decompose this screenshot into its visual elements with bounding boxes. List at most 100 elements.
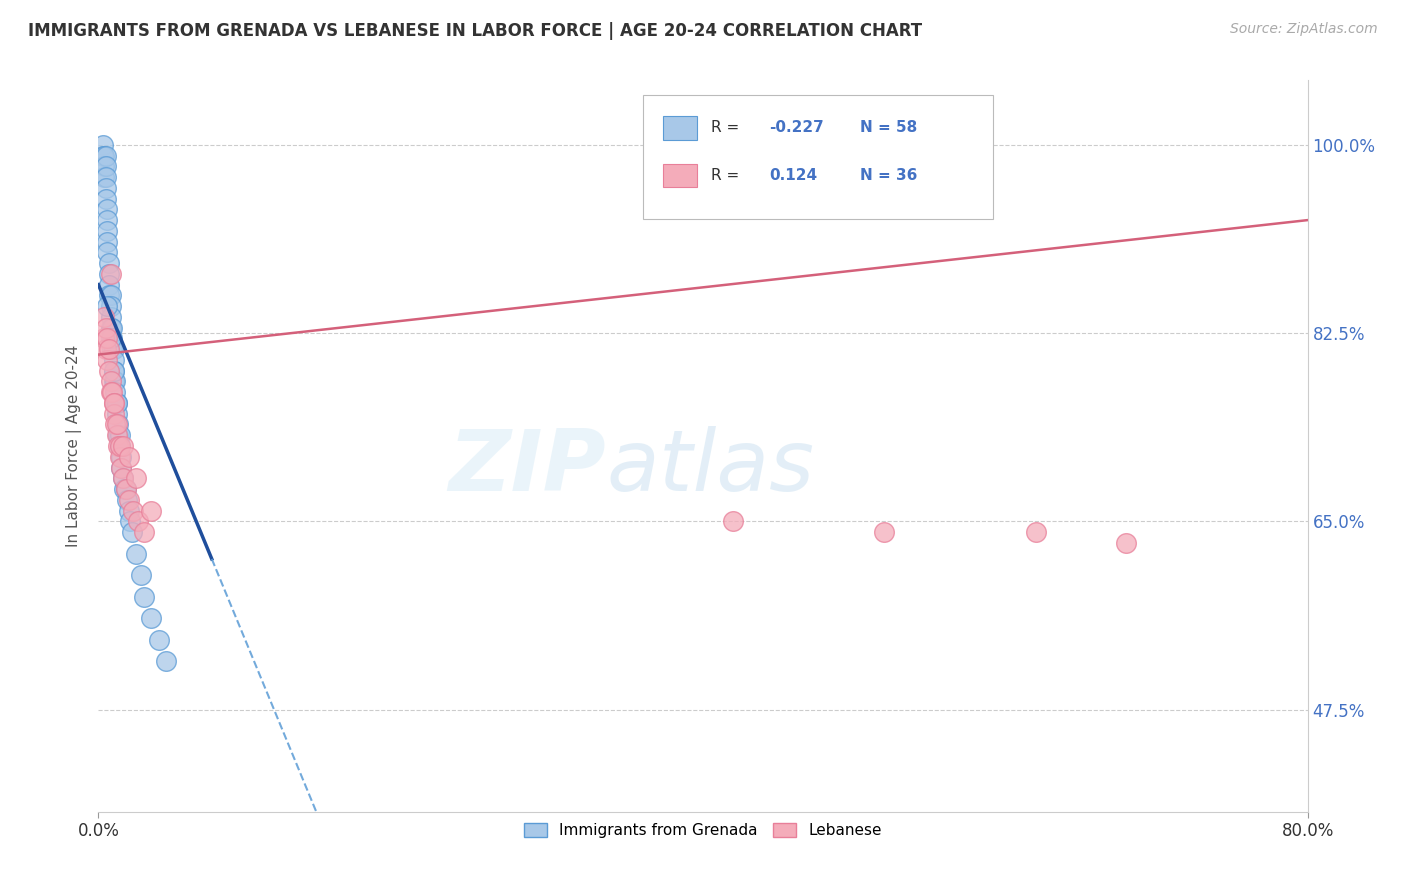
Point: [118, 450, 141, 464]
Point: [98, 288, 121, 302]
Point: [93, 310, 115, 324]
FancyBboxPatch shape: [643, 95, 993, 219]
Point: [94, 148, 117, 162]
Text: R =: R =: [711, 120, 745, 136]
Point: [103, 364, 125, 378]
Point: [104, 417, 127, 432]
Point: [98, 342, 121, 356]
Point: [155, 654, 177, 668]
Point: [107, 417, 129, 432]
Point: [101, 331, 124, 345]
Point: [94, 159, 117, 173]
Point: [96, 299, 118, 313]
Point: [98, 267, 121, 281]
Point: [110, 460, 132, 475]
Point: [118, 503, 141, 517]
Point: [104, 385, 127, 400]
Point: [93, 148, 115, 162]
Point: [100, 385, 122, 400]
Point: [101, 385, 124, 400]
Text: 0.124: 0.124: [769, 168, 818, 183]
Point: [111, 439, 134, 453]
Point: [104, 396, 127, 410]
Point: [103, 396, 125, 410]
Point: [127, 514, 149, 528]
Point: [104, 375, 127, 389]
Point: [94, 320, 117, 334]
Y-axis label: In Labor Force | Age 20-24: In Labor Force | Age 20-24: [66, 345, 83, 547]
Point: [105, 407, 128, 421]
Text: N = 58: N = 58: [860, 120, 918, 136]
Point: [96, 202, 118, 217]
Point: [110, 450, 132, 464]
Point: [105, 428, 128, 442]
Point: [100, 320, 122, 334]
Text: atlas: atlas: [606, 426, 814, 509]
Point: [100, 288, 122, 302]
Point: [94, 170, 117, 185]
Point: [96, 213, 118, 227]
Point: [91, 137, 114, 152]
Text: R =: R =: [711, 168, 749, 183]
Point: [125, 471, 148, 485]
Point: [132, 524, 155, 539]
Point: [101, 320, 124, 334]
Point: [108, 428, 131, 442]
Text: IMMIGRANTS FROM GRENADA VS LEBANESE IN LABOR FORCE | AGE 20-24 CORRELATION CHART: IMMIGRANTS FROM GRENADA VS LEBANESE IN L…: [28, 22, 922, 40]
Point: [98, 256, 121, 270]
Point: [118, 492, 141, 507]
Point: [103, 364, 125, 378]
Point: [105, 396, 128, 410]
Point: [132, 590, 155, 604]
Point: [125, 547, 148, 561]
Point: [108, 439, 131, 453]
Point: [121, 524, 143, 539]
Text: -0.227: -0.227: [769, 120, 824, 136]
Point: [96, 353, 118, 368]
Point: [110, 460, 132, 475]
Point: [103, 353, 125, 368]
Text: N = 36: N = 36: [860, 168, 918, 183]
Point: [100, 310, 122, 324]
Point: [103, 375, 125, 389]
Point: [100, 299, 122, 313]
Bar: [664, 163, 697, 187]
Point: [105, 396, 128, 410]
Point: [141, 611, 163, 625]
Point: [103, 342, 125, 356]
Point: [114, 482, 136, 496]
Point: [93, 331, 115, 345]
Point: [120, 514, 142, 528]
Point: [115, 492, 138, 507]
Point: [107, 439, 129, 453]
Point: [98, 364, 121, 378]
Point: [100, 331, 122, 345]
Point: [94, 192, 117, 206]
Text: ZIP: ZIP: [449, 426, 606, 509]
Point: [100, 375, 122, 389]
Point: [101, 342, 124, 356]
Point: [108, 450, 131, 464]
Point: [100, 267, 122, 281]
Point: [112, 482, 135, 496]
Point: [94, 181, 117, 195]
Point: [103, 396, 125, 410]
Point: [111, 471, 134, 485]
Point: [96, 245, 118, 260]
Point: [111, 471, 134, 485]
Point: [96, 331, 118, 345]
Point: [96, 224, 118, 238]
Point: [94, 342, 117, 356]
Point: [873, 524, 896, 539]
Point: [1024, 524, 1046, 539]
Point: [103, 407, 125, 421]
Point: [93, 170, 115, 185]
Point: [91, 148, 114, 162]
Point: [93, 159, 115, 173]
Point: [114, 482, 136, 496]
Point: [129, 568, 152, 582]
Point: [108, 439, 131, 453]
Point: [96, 235, 118, 249]
Bar: [664, 116, 697, 139]
Point: [98, 277, 121, 292]
